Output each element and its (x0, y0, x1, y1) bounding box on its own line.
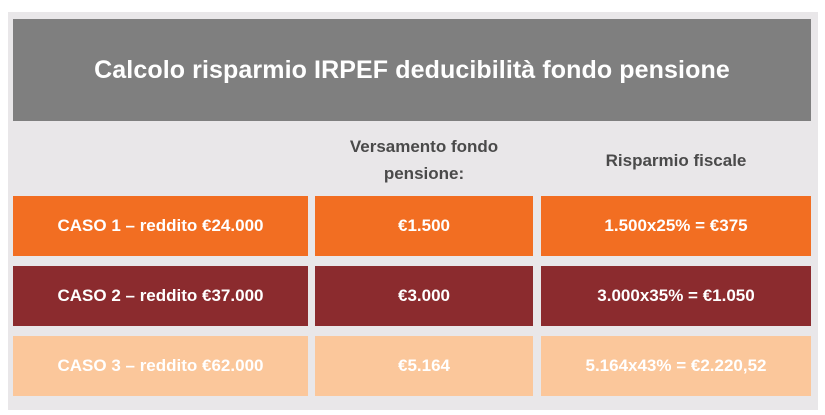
row-2-versamento: €3.000 (315, 266, 533, 326)
row-1-caso: CASO 1 – reddito €24.000 (13, 196, 308, 256)
row-3-risparmio: 5.164x43% = €2.220,52 (541, 336, 811, 396)
row-3-caso: CASO 3 – reddito €62.000 (13, 336, 308, 396)
row-2-risparmio: 3.000x35% = €1.050 (541, 266, 811, 326)
row-1-risparmio: 1.500x25% = €375 (541, 196, 811, 256)
header-risparmio: Risparmio fiscale (605, 150, 747, 170)
table-title: Calcolo risparmio IRPEF deducibilità fon… (13, 19, 811, 121)
header-caso (13, 130, 308, 190)
row-2-caso: CASO 2 – reddito €37.000 (13, 266, 308, 326)
row-3-versamento: €5.164 (315, 336, 533, 396)
header-versamento: Versamento fondo pensione: (349, 137, 499, 183)
row-1-versamento: €1.500 (315, 196, 533, 256)
